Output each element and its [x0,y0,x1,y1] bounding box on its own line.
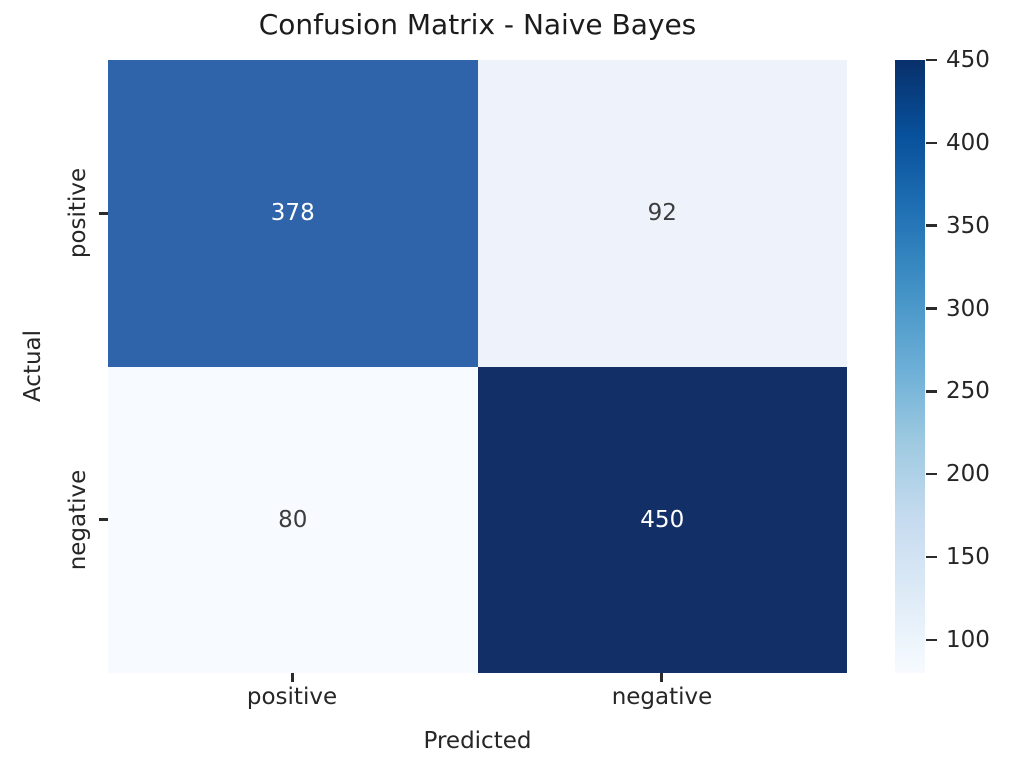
cell-value: 80 [278,506,308,533]
heatmap-cell-actual-negative-pred-positive: 80 [108,366,478,673]
colorbar-tick-mark [926,638,937,642]
colorbar-tick-label: 250 [946,378,990,405]
heatmap-cell-actual-positive-pred-negative: 92 [477,60,847,367]
colorbar-tick-label: 400 [946,129,990,156]
colorbar-tick-mark [926,390,937,393]
x-tick-label-positive: positive [246,684,338,710]
colorbar-tick-label: 300 [946,295,990,322]
colorbar-tick-label: 100 [946,626,990,653]
heatmap-grid: 378 92 80 450 [108,60,847,673]
y-tick-mark-positive [99,212,108,215]
cell-value: 92 [647,200,677,227]
cell-value: 450 [640,506,685,533]
colorbar-tick-label: 150 [946,544,990,571]
x-axis-label: Predicted [423,728,532,754]
colorbar-tick-mark [926,555,937,559]
colorbar-tick-mark [926,224,937,227]
x-tick-label-negative: negative [611,684,713,710]
y-tick-label-negative: negative [65,469,91,571]
colorbar [895,60,925,673]
x-tick-mark-negative [660,673,663,682]
y-tick-label-positive: positive [65,167,91,259]
cell-value: 378 [270,200,315,227]
colorbar-tick-label: 350 [946,212,990,239]
colorbar-tick-mark [926,307,937,310]
chart-title: Confusion Matrix - Naive Bayes [258,8,697,41]
colorbar-tick-label: 200 [946,461,990,488]
y-tick-mark-negative [99,518,108,521]
colorbar-tick-label: 450 [946,47,990,73]
heatmap-cell-actual-positive-pred-positive: 378 [108,60,478,367]
heatmap-cell-actual-negative-pred-negative: 450 [477,366,847,673]
colorbar-ticks: 450 400 350 300 250 200 150 100 [925,47,1024,673]
x-tick-mark-positive [291,673,294,682]
y-axis-label: Actual [20,329,46,403]
colorbar-tick-mark [926,141,937,145]
colorbar-tick-mark [926,472,937,476]
colorbar-tick-mark [926,58,937,62]
